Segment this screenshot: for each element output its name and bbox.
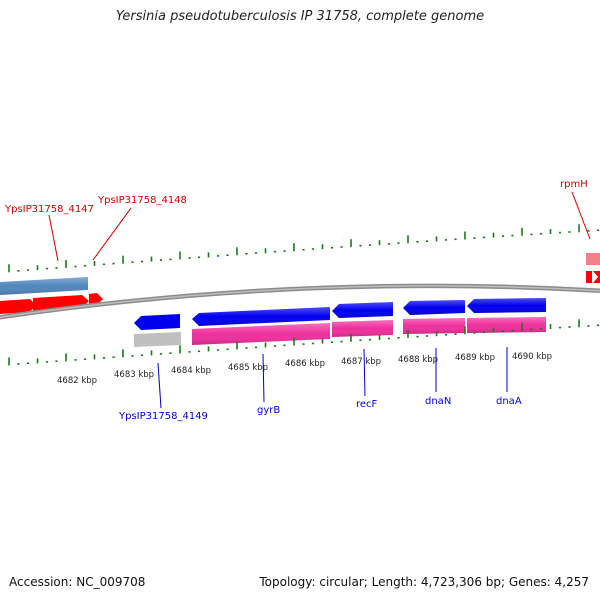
gene-highlight-overlay (0, 277, 546, 345)
genome-summary-text: Topology: circular; Length: 4,723,306 bp… (259, 575, 589, 589)
gene-red-rpmh[interactable] (586, 271, 600, 283)
gene-leader-lines (48, 191, 591, 409)
gene-label-ypsip31758-4148[interactable]: YpsIP31758_4148 (97, 195, 187, 206)
gene-blue-4149[interactable] (134, 314, 180, 330)
kbp-label: 4682 kbp (57, 376, 97, 386)
gene-red-small[interactable] (89, 293, 103, 306)
kbp-label: 4683 kbp (114, 370, 154, 380)
gene-labels: YpsIP31758_4147 YpsIP31758_4148 rpmH Yps… (4, 179, 588, 422)
kbp-scale-labels: 4682 kbp 4683 kbp 4684 kbp 4685 kbp 4686… (57, 352, 552, 386)
gene-label-ypsip31758-4147[interactable]: YpsIP31758_4147 (4, 204, 94, 215)
gene-label-gyrb[interactable]: gyrB (257, 405, 280, 416)
gene-pink-rpmh[interactable] (586, 253, 600, 265)
outer-tick-ring (8, 224, 600, 273)
kbp-label: 4690 kbp (512, 352, 552, 362)
kbp-label: 4684 kbp (171, 366, 211, 376)
gene-gray-4149[interactable] (134, 332, 181, 347)
gene-red-4147[interactable] (0, 299, 36, 314)
inner-tick-ring (8, 319, 600, 366)
kbp-label: 4687 kbp (341, 357, 381, 367)
gene-label-rpmh[interactable]: rpmH (560, 179, 588, 190)
kbp-label: 4685 kbp (228, 363, 268, 373)
kbp-label: 4689 kbp (455, 353, 495, 363)
accession-text: Accession: NC_009708 (9, 575, 146, 589)
kbp-label: 4688 kbp (398, 355, 438, 365)
gene-label-ypsip31758-4149[interactable]: YpsIP31758_4149 (118, 411, 208, 422)
gene-label-recf[interactable]: recF (356, 399, 378, 410)
kbp-label: 4686 kbp (285, 359, 325, 369)
genome-title: Yersinia pseudotuberculosis IP 31758, co… (115, 9, 485, 24)
gene-label-dnaa[interactable]: dnaA (496, 396, 522, 407)
gene-label-dnan[interactable]: dnaN (425, 396, 451, 407)
